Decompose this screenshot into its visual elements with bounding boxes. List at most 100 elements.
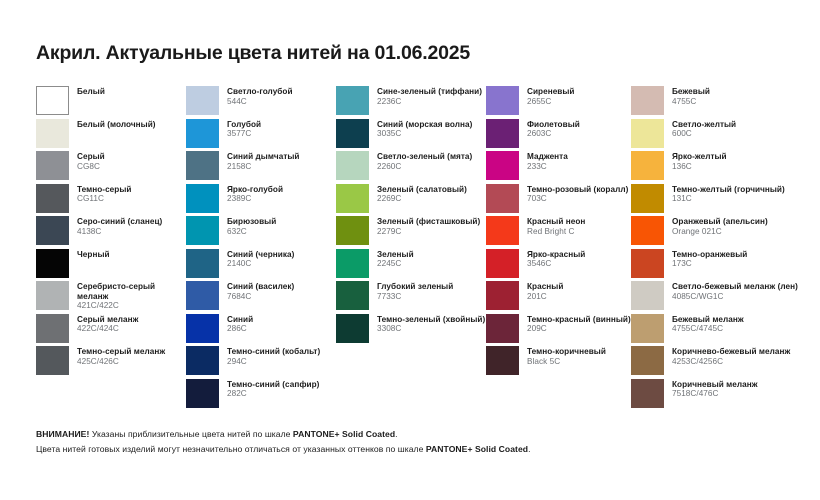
swatch-row: Темно-желтый (горчичный) 131C — [631, 183, 820, 217]
swatch-name: Оранжевый (апельсин) — [672, 217, 768, 226]
swatch-labels: Зеленый 2245C — [377, 249, 486, 270]
swatch-code: 2279C — [377, 226, 402, 236]
swatch-code: 422C/424C — [77, 324, 119, 334]
swatch-row: Голубой 3577C — [186, 118, 336, 152]
swatch-row: Ярко-красный 3546C — [486, 248, 631, 282]
color-chip — [336, 216, 369, 245]
swatch-code: Black 5C — [527, 356, 561, 366]
swatch-name: Фиолетовый — [527, 119, 580, 129]
swatch-labels: Серый CG8C — [77, 151, 186, 172]
swatch-row: Темно-оранжевый 173C — [631, 248, 820, 282]
swatch-code: 4755C — [672, 96, 697, 106]
swatch-row: Красный неон Red Bright C — [486, 216, 631, 249]
swatch-name: Светло-зеленый (мята) — [377, 152, 473, 161]
color-chip — [631, 313, 664, 343]
swatch-labels: Темно-серый CG11C — [77, 184, 186, 205]
swatch-labels: Оранжевый (апельсин) Orange 021C — [672, 216, 820, 237]
swatch-column-3: Сиреневый 2655C Фиолетовый 2603C Маджента 233… — [486, 86, 631, 379]
swatch-labels: Белый — [77, 86, 186, 97]
pantone-brand-1: PANTONE+ Solid Coated — [292, 429, 396, 439]
swatch-name: Синий дымчатый — [227, 152, 300, 161]
color-chip — [486, 86, 519, 115]
swatch-code: 4085C/WG1C — [672, 291, 724, 301]
swatch-labels: Сине-зеленый (тиффани) 2236C — [377, 86, 486, 107]
swatch-name: Коричнево-бежевый меланж — [672, 347, 791, 356]
color-chip — [186, 313, 219, 343]
swatch-code: 2158C — [227, 161, 252, 171]
swatch-row: Темно-коричневый Black 5C — [486, 346, 631, 379]
swatch-labels: Светло-бежевый меланж (лен) 4085C/WG1C — [672, 281, 820, 302]
color-chip — [486, 248, 519, 278]
swatch-row: Темно-зеленый (хвойный) 3308C — [336, 313, 486, 347]
color-chip — [36, 281, 69, 310]
swatch-row: Синий 286C — [186, 313, 336, 347]
swatch-name: Белый — [77, 87, 105, 96]
swatch-code: 2389C — [227, 194, 252, 204]
swatch-code: 703C — [527, 194, 547, 204]
swatch-labels: Темно-синий (сапфир) 282C — [227, 379, 336, 400]
swatch-labels: Синий 286C — [227, 314, 336, 335]
color-chip — [486, 281, 519, 310]
swatch-row: Синий (морская волна) 3035C — [336, 118, 486, 152]
swatch-code: 2260C — [377, 161, 402, 171]
attention-label: ВНИМАНИЕ! — [36, 429, 90, 439]
swatch-row: Фиолетовый 2603C — [486, 118, 631, 152]
swatch-name: Серо-синий (сланец) — [77, 217, 163, 226]
swatch-labels: Темно-серый меланж 425C/426C — [77, 346, 186, 367]
color-chip — [186, 183, 219, 213]
swatch-row: Синий (черника) 2140C — [186, 248, 336, 282]
swatch-row: Светло-желтый 600C — [631, 118, 820, 152]
swatch-name: Темно-коричневый — [527, 347, 606, 356]
swatch-labels: Темно-красный (винный) 209C — [527, 314, 631, 335]
swatch-name: Темно-желтый (горчичный) — [672, 184, 785, 194]
swatch-row: Синий дымчатый 2158C — [186, 151, 336, 184]
swatch-name: Темно-серый — [77, 184, 132, 194]
swatch-name: Ярко-красный — [527, 249, 586, 259]
color-chip — [336, 313, 369, 343]
footer-notice: ВНИМАНИЕ! Указаны приблизительные цвета … — [36, 427, 796, 457]
swatch-code: 544C — [227, 96, 247, 106]
footer-line-2: Цвета нитей готовых изделий могут незнач… — [36, 442, 796, 457]
color-chip — [36, 346, 69, 375]
pantone-brand-2: PANTONE+ Solid Coated — [425, 444, 529, 454]
swatch-name: Темно-синий (кобальт) — [227, 347, 321, 356]
swatch-labels: Ярко-голубой 2389C — [227, 184, 336, 205]
swatch-code: 2655C — [527, 96, 552, 106]
swatch-code: 4253C/4256C — [672, 356, 724, 366]
swatch-labels: Коричнево-бежевый меланж 4253C/4256C — [672, 346, 820, 367]
swatch-code: 3308C — [377, 324, 402, 334]
footer-line-1: ВНИМАНИЕ! Указаны приблизительные цвета … — [36, 427, 796, 442]
color-chip — [631, 151, 664, 180]
swatch-labels: Синий (морская волна) 3035C — [377, 119, 486, 140]
color-chip — [336, 86, 369, 115]
swatch-labels: Фиолетовый 2603C — [527, 119, 631, 140]
swatch-code: 233C — [527, 161, 547, 171]
swatch-row: Синий (василек) 7684C — [186, 281, 336, 314]
swatch-code: 7684C — [227, 291, 252, 301]
swatch-row: Бежевый меланж 4755C/4745C — [631, 313, 820, 347]
color-chip — [36, 151, 69, 180]
swatch-row: Светло-бежевый меланж (лен) 4085C/WG1C — [631, 281, 820, 314]
swatch-labels: Бежевый 4755C — [672, 86, 820, 107]
swatch-row: Зеленый 2245C — [336, 248, 486, 282]
swatch-name: Светло-желтый — [672, 119, 737, 129]
color-chip — [486, 118, 519, 148]
color-chip — [336, 281, 369, 310]
color-chip — [186, 248, 219, 278]
swatch-row: Серебристо-серый меланж 421C/422C — [36, 281, 186, 314]
color-chip — [186, 86, 219, 115]
swatch-labels: Темно-синий (кобальт) 294C — [227, 346, 336, 367]
swatch-column-4: Бежевый 4755C Светло-желтый 600C Ярко-желтый… — [631, 86, 820, 411]
page-title: Акрил. Актуальные цвета нитей на 01.06.2… — [36, 42, 471, 64]
swatch-code: 2140C — [227, 259, 252, 269]
swatch-row: Ярко-желтый 136C — [631, 151, 820, 184]
swatch-code: 7518C/476C — [672, 389, 719, 399]
swatch-name: Сине-зеленый (тиффани) — [377, 87, 483, 96]
swatch-name: Зеленый — [377, 249, 414, 259]
color-chip — [36, 118, 69, 148]
swatch-code: 173C — [672, 259, 692, 269]
swatch-labels: Ярко-желтый 136C — [672, 151, 820, 172]
swatch-row: Белый — [36, 86, 186, 119]
swatch-row: Темно-серый меланж 425C/426C — [36, 346, 186, 379]
swatch-code: 286C — [227, 324, 247, 334]
